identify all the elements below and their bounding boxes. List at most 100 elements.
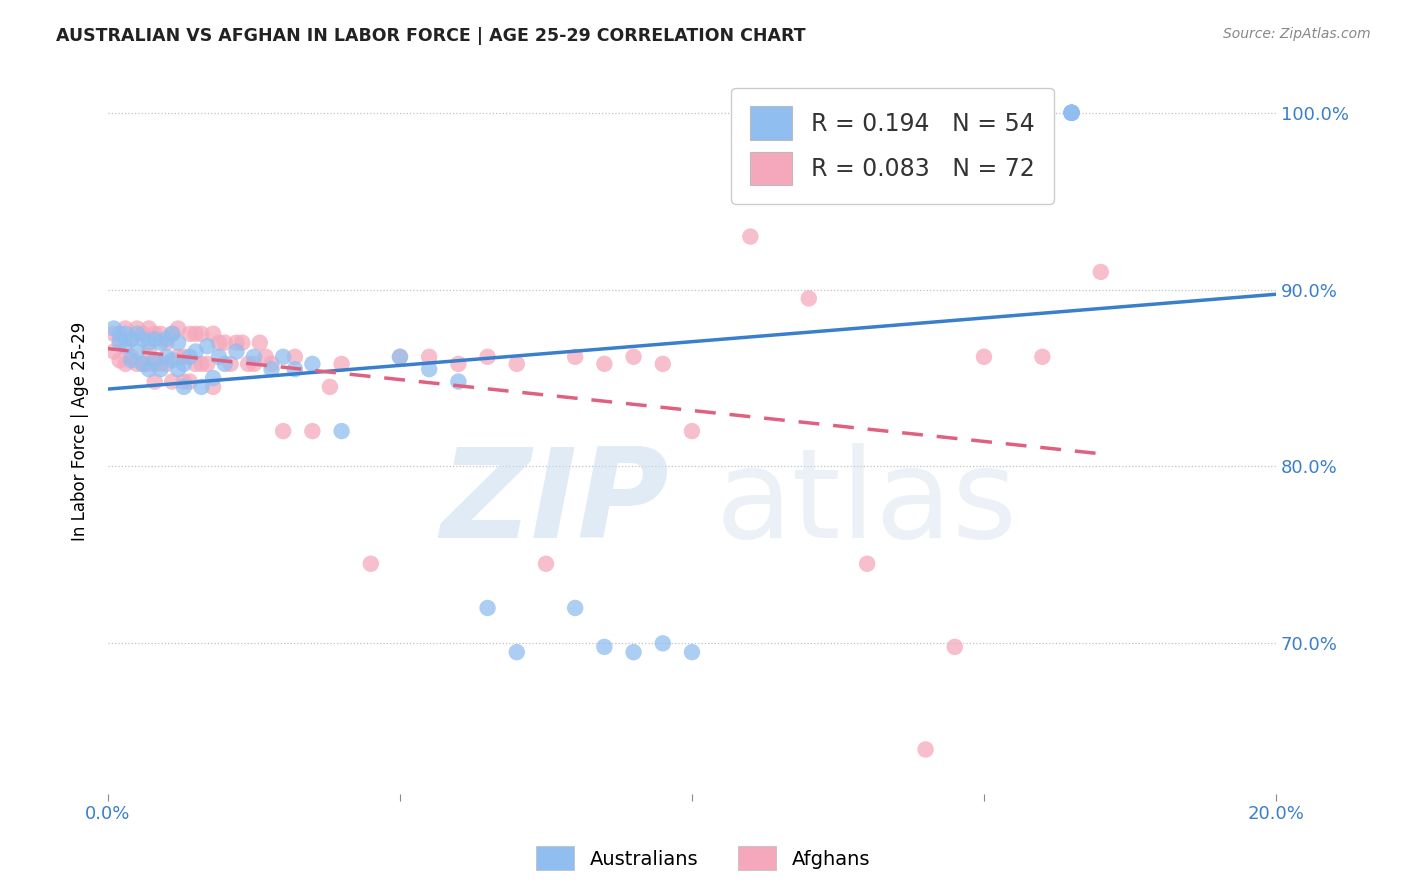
Point	[114, 339, 136, 353]
Point	[1060, 105, 1083, 120]
Point	[564, 601, 586, 615]
Point	[132, 357, 155, 371]
Point	[120, 332, 142, 346]
Text: AUSTRALIAN VS AFGHAN IN LABOR FORCE | AGE 25-29 CORRELATION CHART: AUSTRALIAN VS AFGHAN IN LABOR FORCE | AG…	[56, 27, 806, 45]
Point	[681, 424, 703, 438]
Point	[184, 357, 207, 371]
Point	[330, 424, 353, 438]
Point	[249, 335, 271, 350]
Legend: Australians, Afghans: Australians, Afghans	[527, 838, 879, 878]
Point	[243, 350, 266, 364]
Point	[160, 353, 183, 368]
Point	[260, 362, 283, 376]
Point	[506, 357, 529, 371]
Point	[593, 640, 616, 654]
Point	[330, 357, 353, 371]
Point	[167, 321, 190, 335]
Point	[202, 371, 225, 385]
Point	[155, 335, 177, 350]
Point	[190, 326, 212, 341]
Point	[143, 353, 166, 368]
Point	[225, 344, 247, 359]
Point	[447, 357, 470, 371]
Point	[219, 357, 242, 371]
Point	[114, 326, 136, 341]
Point	[651, 636, 673, 650]
Point	[167, 362, 190, 376]
Point	[179, 326, 201, 341]
Point	[155, 350, 177, 364]
Text: atlas: atlas	[716, 443, 1018, 564]
Y-axis label: In Labor Force | Age 25-29: In Labor Force | Age 25-29	[72, 321, 89, 541]
Point	[195, 357, 218, 371]
Point	[740, 229, 762, 244]
Point	[103, 344, 125, 359]
Point	[149, 362, 172, 376]
Point	[143, 357, 166, 371]
Point	[127, 357, 149, 371]
Point	[184, 326, 207, 341]
Point	[284, 362, 307, 376]
Point	[132, 357, 155, 371]
Point	[132, 332, 155, 346]
Point	[103, 326, 125, 341]
Point	[360, 557, 382, 571]
Point	[190, 380, 212, 394]
Point	[973, 350, 995, 364]
Point	[271, 424, 294, 438]
Point	[127, 326, 149, 341]
Point	[120, 353, 142, 368]
Point	[254, 350, 277, 364]
Point	[319, 380, 342, 394]
Point	[149, 335, 172, 350]
Point	[132, 326, 155, 341]
Point	[149, 326, 172, 341]
Point	[1060, 105, 1083, 120]
Point	[173, 357, 195, 371]
Point	[143, 332, 166, 346]
Point	[155, 357, 177, 371]
Point	[943, 640, 966, 654]
Point	[108, 332, 131, 346]
Point	[856, 557, 879, 571]
Point	[418, 350, 440, 364]
Point	[138, 362, 160, 376]
Point	[914, 742, 936, 756]
Point	[534, 557, 557, 571]
Point	[236, 357, 259, 371]
Point	[160, 326, 183, 341]
Point	[167, 335, 190, 350]
Point	[284, 350, 307, 364]
Point	[103, 321, 125, 335]
Point	[388, 350, 411, 364]
Point	[173, 350, 195, 364]
Legend: R = 0.194   N = 54, R = 0.083   N = 72: R = 0.194 N = 54, R = 0.083 N = 72	[731, 87, 1054, 204]
Point	[202, 380, 225, 394]
Point	[301, 357, 323, 371]
Point	[138, 344, 160, 359]
Point	[208, 335, 231, 350]
Point	[114, 357, 136, 371]
Point	[271, 350, 294, 364]
Point	[214, 335, 236, 350]
Point	[173, 380, 195, 394]
Point	[447, 375, 470, 389]
Text: Source: ZipAtlas.com: Source: ZipAtlas.com	[1223, 27, 1371, 41]
Point	[651, 357, 673, 371]
Point	[593, 357, 616, 371]
Point	[108, 335, 131, 350]
Point	[138, 321, 160, 335]
Point	[149, 357, 172, 371]
Point	[195, 339, 218, 353]
Point	[138, 357, 160, 371]
Point	[120, 332, 142, 346]
Point	[160, 375, 183, 389]
Point	[477, 350, 499, 364]
Point	[564, 350, 586, 364]
Point	[208, 350, 231, 364]
Point	[179, 375, 201, 389]
Point	[1060, 105, 1083, 120]
Point	[301, 424, 323, 438]
Point	[173, 375, 195, 389]
Point	[127, 344, 149, 359]
